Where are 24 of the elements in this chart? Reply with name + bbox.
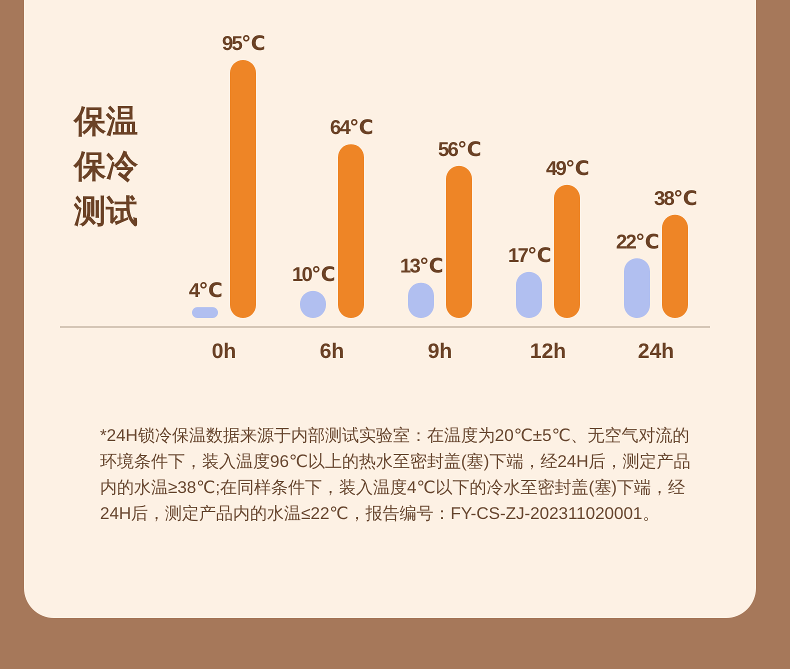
- x-tick-label: 24h: [638, 340, 674, 363]
- data-label: 56℃: [438, 138, 480, 161]
- data-label: 49℃: [546, 158, 588, 180]
- data-label: 17℃: [508, 244, 550, 267]
- bar: [446, 166, 472, 318]
- x-tick-label: 12h: [530, 340, 566, 363]
- data-label: 13℃: [400, 256, 442, 278]
- data-label: 64℃: [330, 117, 372, 140]
- data-label: 10℃: [292, 264, 334, 286]
- bar: [230, 60, 256, 318]
- data-label: 95℃: [222, 33, 264, 55]
- bar: [192, 307, 218, 318]
- x-tick-label: 6h: [320, 340, 344, 363]
- text: *24H锁冷保温数据来源于内部测试实验室：在温度为20℃±5℃、无空气对流的环境条件下，装入温度96℃以上的热水至密封盖(塞)下端，经24H后，测定产品内的水温≥38℃;在同样条件下，装入温度4℃以下的冷水至密封盖(塞)下端，经24H后，测定产品内的水温≤22℃，报告编号：FY-CS-ZJ-202311020001。: [100, 425, 692, 525]
- data-label: 22℃: [616, 231, 658, 254]
- bar: [624, 258, 650, 318]
- bar: [662, 214, 688, 318]
- text: 保温保冷测试: [73, 103, 139, 229]
- bar: [338, 144, 364, 318]
- data-label: 4℃: [188, 280, 222, 302]
- data-label: 38℃: [654, 188, 696, 210]
- x-tick-label: 0h: [212, 340, 236, 363]
- bar: [554, 184, 580, 318]
- x-tick-label: 9h: [428, 340, 452, 363]
